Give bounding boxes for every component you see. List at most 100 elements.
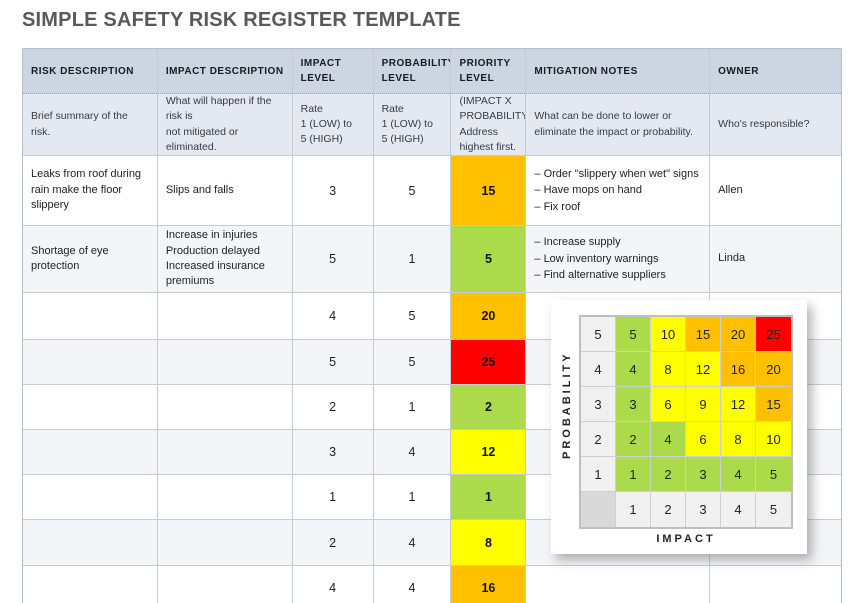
matrix-score-cell: 6 [686,422,721,457]
cell-priority-level[interactable]: 25 [451,340,527,384]
risk-matrix-grid: 5 5 10 15 20 25 4 4 8 12 16 20 3 3 6 9 12 15 2 2 4 6 8 10 1 1 2 3 4 5… [579,315,793,529]
matrix-score-cell: 12 [686,352,721,387]
cell-priority-level[interactable]: 15 [451,156,527,225]
cell-risk-description[interactable] [23,340,158,384]
cell-risk-description[interactable] [23,520,158,565]
cell-impact-description[interactable] [158,293,293,339]
column-description-probability-level: Rate 1 (LOW) to 5 (HIGH) [374,94,452,155]
cell-priority-level[interactable]: 2 [451,385,527,429]
cell-impact-description[interactable] [158,475,293,519]
cell-impact-description[interactable] [158,385,293,429]
cell-priority-level[interactable]: 5 [451,226,527,292]
column-header-mitigation-notes: MITIGATION NOTES [526,49,711,93]
cell-owner[interactable] [710,566,841,603]
cell-probability-level[interactable]: 4 [374,520,452,565]
cell-probability-level[interactable]: 1 [374,475,452,519]
cell-priority-level[interactable]: 20 [451,293,527,339]
matrix-score-cell: 4 [616,352,651,387]
cell-probability-level[interactable]: 5 [374,340,452,384]
matrix-row: 4 4 8 12 16 20 [581,352,791,387]
table-header-row: RISK DESCRIPTION IMPACT DESCRIPTION IMPACT… [23,49,841,94]
column-header-impact-level: IMPACT LEVEL [293,49,374,93]
cell-impact-level[interactable]: 2 [293,385,374,429]
cell-impact-description[interactable] [158,566,293,603]
matrix-score-cell: 5 [616,317,651,352]
matrix-score-cell: 20 [756,352,791,387]
matrix-score-cell: 4 [721,457,756,492]
cell-impact-level[interactable]: 3 [293,430,374,474]
matrix-impact-tick: 3 [686,492,721,527]
matrix-impact-tick: 5 [756,492,791,527]
column-header-owner: OWNER [718,65,759,77]
column-description-owner: Who's responsible? [718,117,810,130]
matrix-score-cell: 8 [651,352,686,387]
matrix-corner-cell [581,492,616,527]
cell-impact-description[interactable] [158,430,293,474]
matrix-score-cell: 25 [756,317,791,352]
cell-probability-level[interactable]: 4 [374,566,452,603]
cell-priority-level[interactable]: 8 [451,520,527,565]
matrix-score-cell: 8 [721,422,756,457]
matrix-score-cell: 15 [756,387,791,422]
matrix-score-cell: 4 [651,422,686,457]
cell-probability-level[interactable]: 1 [374,226,452,292]
matrix-impact-tick: 2 [651,492,686,527]
matrix-score-cell: 9 [686,387,721,422]
cell-probability-level[interactable]: 5 [374,156,452,225]
cell-probability-level[interactable]: 4 [374,430,452,474]
cell-risk-description[interactable] [23,293,158,339]
cell-risk-description[interactable] [23,385,158,429]
matrix-score-cell: 12 [721,387,756,422]
matrix-probability-tick: 1 [581,457,616,492]
matrix-score-cell: 15 [686,317,721,352]
cell-impact-description[interactable] [158,340,293,384]
risk-register-table: RISK DESCRIPTION IMPACT DESCRIPTION IMPACT… [22,48,842,603]
matrix-row: 5 5 10 15 20 25 [581,317,791,352]
matrix-score-cell: 10 [756,422,791,457]
matrix-score-cell: 6 [651,387,686,422]
cell-risk-description[interactable] [23,475,158,519]
column-header-priority-level: PRIORITY LEVEL [451,49,527,93]
cell-priority-level[interactable]: 12 [451,430,527,474]
cell-impact-level[interactable]: 5 [293,340,374,384]
cell-priority-level[interactable]: 16 [451,566,527,603]
column-description-impact-level: Rate 1 (LOW) to 5 (HIGH) [293,94,374,155]
cell-owner[interactable]: Allen [718,183,743,196]
cell-impact-level[interactable]: 5 [293,226,374,292]
matrix-row: 3 3 6 9 12 15 [581,387,791,422]
cell-probability-level[interactable]: 1 [374,385,452,429]
cell-mitigation-notes[interactable]: – Increase supply – Low inventory warnin… [526,226,711,292]
cell-impact-level[interactable]: 4 [293,293,374,339]
impact-axis-label: IMPACT [656,533,716,545]
cell-impact-level[interactable]: 1 [293,475,374,519]
cell-probability-level[interactable]: 5 [374,293,452,339]
page-title: SIMPLE SAFETY RISK REGISTER TEMPLATE [22,9,461,31]
cell-owner[interactable]: Linda [718,252,746,265]
matrix-score-cell: 1 [616,457,651,492]
table-row: Leaks from roof during rain make the flo… [23,156,841,226]
risk-matrix-card: PROBABILITY 5 5 10 15 20 25 4 4 8 12 16 20 3 3 6 9 12 15 2… [551,300,807,554]
matrix-impact-tick: 4 [721,492,756,527]
cell-risk-description[interactable] [23,566,158,603]
cell-risk-description[interactable] [23,430,158,474]
matrix-row: 2 2 4 6 8 10 [581,422,791,457]
table-description-row: Brief summary of the risk. What will happ… [23,94,841,156]
cell-impact-description[interactable]: Increase in injuries Production delayed … [158,226,293,292]
cell-priority-level[interactable]: 1 [451,475,527,519]
cell-impact-level[interactable]: 4 [293,566,374,603]
cell-impact-level[interactable]: 2 [293,520,374,565]
cell-mitigation-notes[interactable] [526,566,711,603]
matrix-probability-tick: 5 [581,317,616,352]
cell-impact-description[interactable]: Slips and falls [158,156,293,225]
matrix-score-cell: 2 [616,422,651,457]
cell-mitigation-notes[interactable]: – Order "slippery when wet" signs – Have… [526,156,711,225]
column-description-risk-description: Brief summary of the risk. [23,94,158,155]
cell-risk-description[interactable]: Leaks from roof during rain make the flo… [23,156,158,225]
cell-impact-level[interactable]: 3 [293,156,374,225]
cell-impact-description[interactable] [158,520,293,565]
cell-risk-description[interactable]: Shortage of eye protection [23,226,158,292]
matrix-score-cell: 3 [616,387,651,422]
column-header-risk-description: RISK DESCRIPTION [23,49,158,93]
